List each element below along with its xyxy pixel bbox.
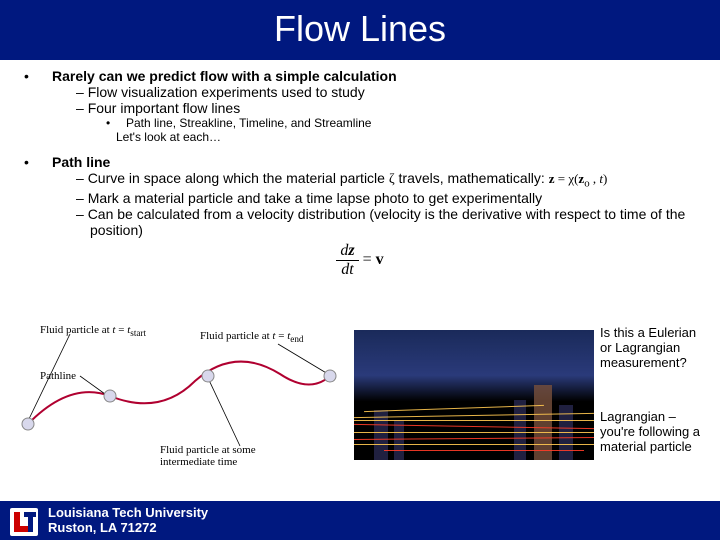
label-inter1: Fluid particle at some bbox=[160, 444, 256, 456]
sub-calc: – Can be calculated from a velocity dist… bbox=[76, 206, 700, 238]
footer-line1: Louisiana Tech University bbox=[48, 505, 720, 521]
label-pathline: Pathline bbox=[40, 370, 76, 382]
pathline-diagram: Fluid particle at t = tstart Pathline Fl… bbox=[10, 326, 340, 466]
sub-fourlines: – Four important flow lines bbox=[76, 100, 700, 116]
footer-bar: Louisiana Tech University Ruston, LA 712… bbox=[0, 501, 720, 540]
sub-mark: – Mark a material particle and take a ti… bbox=[76, 190, 700, 206]
heading-2: Path line bbox=[52, 154, 110, 170]
latech-logo-icon bbox=[8, 506, 40, 538]
subsub-look: Let's look at each… bbox=[116, 130, 700, 144]
subsub-lines: •Path line, Streakline, Timeline, and St… bbox=[116, 116, 700, 130]
equation-dzdt: dzdt = v bbox=[20, 242, 700, 279]
footer-line2: Ruston, LA 71272 bbox=[48, 520, 720, 536]
label-inter2: intermediate time bbox=[160, 456, 237, 468]
answer-lagrangian: Lagrangian – you're following a material… bbox=[600, 410, 710, 455]
figures-row: Fluid particle at t = tstart Pathline Fl… bbox=[0, 320, 720, 480]
label-tend: Fluid particle at t = tend bbox=[200, 330, 303, 344]
sub-curve: – Curve in space along which the materia… bbox=[76, 170, 700, 190]
title-bar: Flow Lines bbox=[0, 0, 720, 60]
heading-1: Rarely can we predict flow with a simple… bbox=[52, 68, 397, 84]
bullet-rarely: •Rarely can we predict flow with a simpl… bbox=[38, 68, 700, 84]
page-title: Flow Lines bbox=[274, 8, 446, 49]
eq-inline: z = χ(zo , t) bbox=[549, 171, 608, 186]
label-tstart: Fluid particle at t = tstart bbox=[40, 324, 146, 338]
bullet-pathline: •Path line bbox=[38, 154, 700, 170]
question-eulerian: Is this a Eulerian or Lagrangian measure… bbox=[600, 326, 710, 371]
sub-flowviz: – Flow visualization experiments used to… bbox=[76, 84, 700, 100]
content-area: •Rarely can we predict flow with a simpl… bbox=[0, 60, 720, 279]
timelapse-photo bbox=[354, 330, 594, 460]
